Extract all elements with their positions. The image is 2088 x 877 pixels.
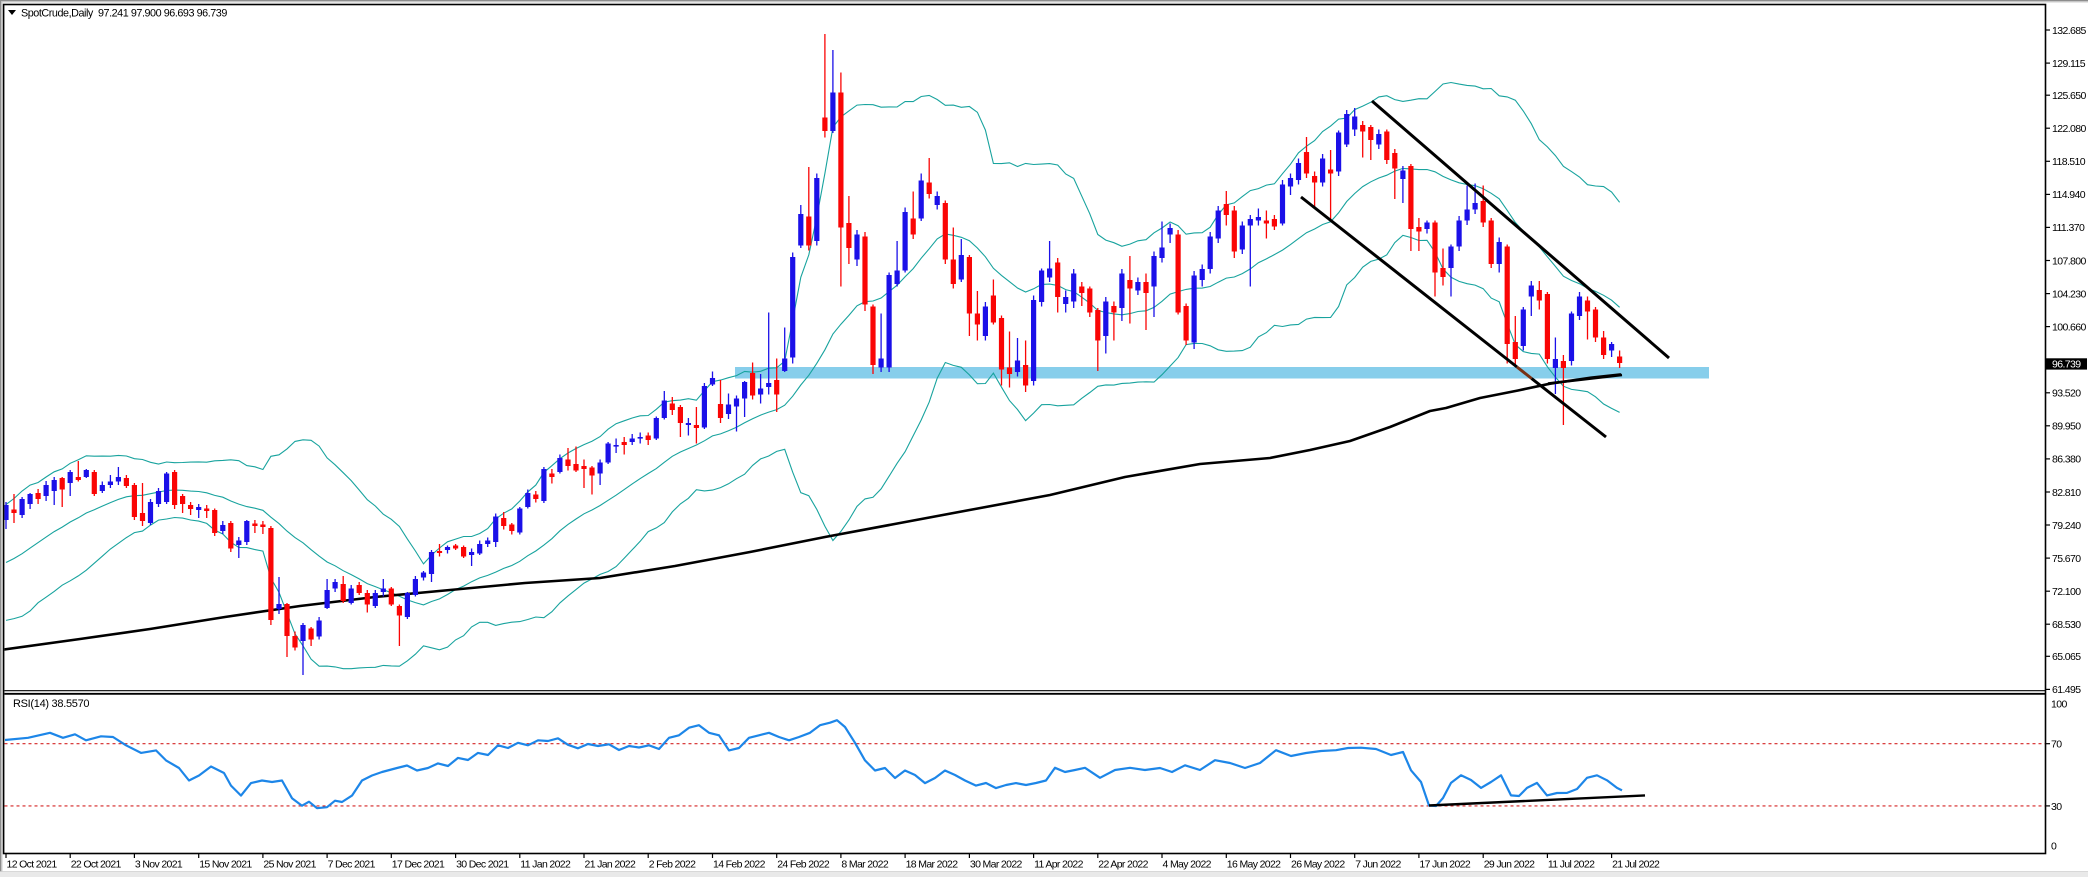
svg-text:75.670: 75.670 — [2052, 553, 2081, 565]
svg-text:11 Jan 2022: 11 Jan 2022 — [520, 859, 571, 871]
svg-text:122.080: 122.080 — [2052, 123, 2087, 135]
svg-text:18 Mar 2022: 18 Mar 2022 — [906, 859, 959, 871]
svg-text:26 May 2022: 26 May 2022 — [1291, 859, 1345, 871]
svg-text:15 Nov 2021: 15 Nov 2021 — [199, 859, 252, 871]
svg-text:79.240: 79.240 — [2052, 520, 2081, 532]
svg-text:65.065: 65.065 — [2052, 651, 2081, 663]
svg-text:70: 70 — [2051, 739, 2062, 751]
svg-text:30 Dec 2021: 30 Dec 2021 — [456, 859, 509, 871]
svg-text:21 Jul 2022: 21 Jul 2022 — [1612, 859, 1660, 871]
svg-text:68.530: 68.530 — [2052, 619, 2081, 631]
svg-text:89.950: 89.950 — [2052, 421, 2081, 433]
svg-text:0: 0 — [2051, 841, 2057, 853]
svg-text:SpotCrude,Daily 97.241 97.900: SpotCrude,Daily 97.241 97.900 96.693 96.… — [21, 8, 227, 20]
svg-text:7 Jun 2022: 7 Jun 2022 — [1355, 859, 1401, 871]
svg-text:72.100: 72.100 — [2052, 586, 2081, 598]
svg-text:RSI(14) 38.5570: RSI(14) 38.5570 — [13, 698, 89, 710]
svg-text:107.800: 107.800 — [2052, 255, 2087, 267]
svg-text:17 Dec 2021: 17 Dec 2021 — [392, 859, 445, 871]
svg-text:114.940: 114.940 — [2052, 189, 2086, 201]
svg-text:11 Jul 2022: 11 Jul 2022 — [1548, 859, 1595, 871]
svg-text:22 Apr 2022: 22 Apr 2022 — [1098, 859, 1148, 871]
svg-text:8 Mar 2022: 8 Mar 2022 — [841, 859, 888, 871]
svg-text:14 Feb 2022: 14 Feb 2022 — [713, 859, 766, 871]
svg-text:129.115: 129.115 — [2052, 58, 2086, 70]
svg-text:2 Feb 2022: 2 Feb 2022 — [649, 859, 696, 871]
svg-text:11 Apr 2022: 11 Apr 2022 — [1034, 859, 1084, 871]
svg-text:96.739: 96.739 — [2052, 359, 2081, 371]
svg-text:100: 100 — [2051, 699, 2067, 711]
svg-text:4 May 2022: 4 May 2022 — [1163, 859, 1212, 871]
svg-text:22 Oct 2021: 22 Oct 2021 — [71, 859, 122, 871]
svg-text:125.650: 125.650 — [2052, 90, 2087, 102]
svg-text:132.685: 132.685 — [2052, 25, 2087, 37]
svg-text:30: 30 — [2051, 801, 2062, 813]
svg-text:16 May 2022: 16 May 2022 — [1227, 859, 1281, 871]
svg-text:17 Jun 2022: 17 Jun 2022 — [1419, 859, 1470, 871]
svg-text:61.495: 61.495 — [2052, 684, 2081, 696]
svg-text:118.510: 118.510 — [2052, 156, 2086, 168]
svg-text:86.380: 86.380 — [2052, 454, 2081, 466]
svg-text:111.370: 111.370 — [2052, 222, 2085, 234]
svg-text:29 Jun 2022: 29 Jun 2022 — [1484, 859, 1535, 871]
svg-text:7 Dec 2021: 7 Dec 2021 — [328, 859, 376, 871]
svg-text:21 Jan 2022: 21 Jan 2022 — [585, 859, 636, 871]
svg-text:25 Nov 2021: 25 Nov 2021 — [263, 859, 316, 871]
svg-text:104.230: 104.230 — [2052, 288, 2087, 300]
svg-text:3 Nov 2021: 3 Nov 2021 — [135, 859, 183, 871]
svg-text:82.810: 82.810 — [2052, 487, 2081, 499]
svg-text:24 Feb 2022: 24 Feb 2022 — [777, 859, 830, 871]
svg-text:100.660: 100.660 — [2052, 321, 2087, 333]
svg-text:93.520: 93.520 — [2052, 388, 2081, 400]
svg-text:12 Oct 2021: 12 Oct 2021 — [7, 859, 58, 871]
svg-text:30 Mar 2022: 30 Mar 2022 — [970, 859, 1023, 871]
